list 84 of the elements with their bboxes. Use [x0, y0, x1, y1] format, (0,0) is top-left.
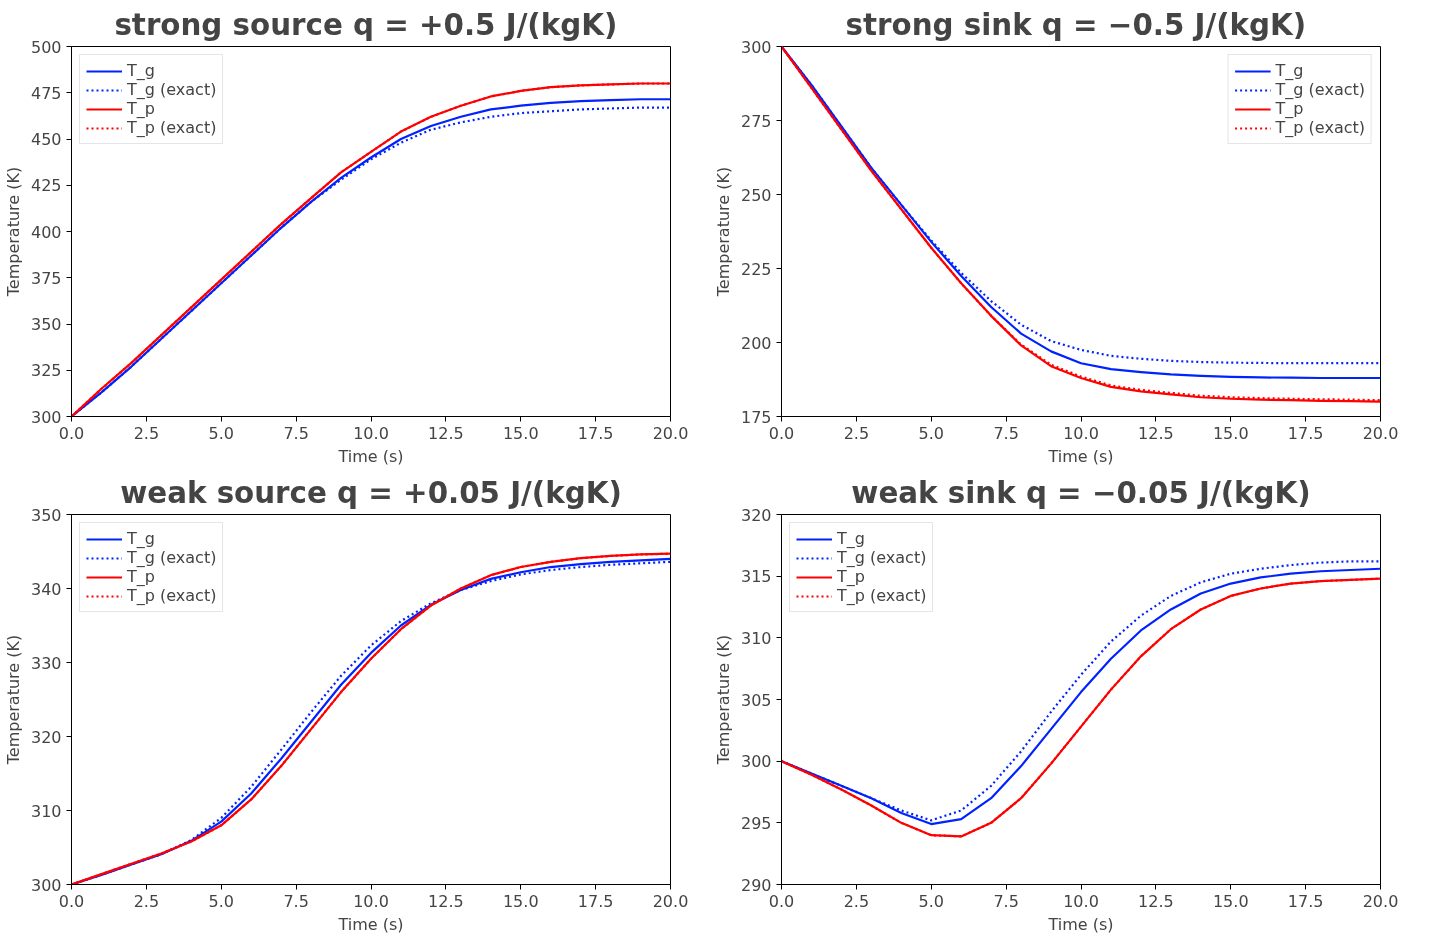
y-tick-label: 450	[30, 130, 62, 149]
x-tick-label: 15.0	[1212, 891, 1249, 911]
x-tick-label: 2.5	[843, 891, 870, 911]
x-tick-label: 20.0	[1362, 891, 1399, 911]
legend-label: T_g	[127, 61, 155, 80]
x-tick-label: 20.0	[652, 423, 689, 443]
legend-label: T_p	[837, 567, 865, 586]
x-tick-label: 2.5	[843, 423, 870, 443]
x-tick-label: 15.0	[502, 891, 539, 911]
x-tick-label: 12.5	[428, 423, 464, 443]
legend-label: T_g (exact)	[127, 548, 217, 567]
x-tick-label: 12.5	[1138, 423, 1174, 443]
y-tick-label: 225	[740, 259, 772, 279]
x-tick-label: 15.0	[502, 423, 539, 443]
x-tick-label: 12.5	[428, 891, 464, 911]
y-tick-label: 320	[30, 727, 62, 747]
legend-label: T_p	[127, 567, 155, 586]
y-tick-label: 300	[740, 752, 772, 772]
legend-label: T_g	[837, 529, 865, 548]
legend-label: T_p (exact)	[127, 586, 217, 605]
x-tick-label: 5.0	[918, 891, 944, 911]
y-tick-label: 305	[740, 690, 772, 710]
x-axis-title: Time (s)	[1047, 446, 1114, 466]
y-tick-label: 315	[740, 567, 772, 587]
y-tick-label: 350	[30, 315, 62, 334]
x-tick-label: 20.0	[1362, 423, 1399, 443]
x-tick-label: 10.0	[1063, 891, 1099, 911]
x-tick-label: 5.0	[208, 423, 234, 443]
legend-label: T_p (exact)	[1275, 118, 1365, 137]
x-tick-label: 7.5	[993, 891, 1019, 911]
x-tick-label: 7.5	[283, 891, 309, 911]
legend-label: T_g (exact)	[1275, 80, 1365, 99]
x-tick-label: 5.0	[918, 423, 944, 443]
y-tick-label: 325	[30, 361, 62, 381]
x-tick-label: 15.0	[1212, 423, 1249, 443]
y-axis-title: Temperature (K)	[713, 166, 733, 298]
y-tick-label: 375	[30, 268, 62, 288]
legend-label: T_g (exact)	[127, 80, 217, 99]
y-tick-label: 200	[740, 333, 772, 353]
y-tick-label: 300	[740, 37, 772, 57]
x-tick-label: 17.5	[1287, 423, 1324, 443]
y-tick-label: 250	[740, 185, 772, 205]
x-tick-label: 2.5	[133, 423, 160, 443]
x-tick-label: 10.0	[353, 423, 389, 443]
x-tick-label: 17.5	[577, 891, 614, 911]
y-tick-label: 500	[30, 37, 62, 57]
x-tick-label: 12.5	[1138, 891, 1174, 911]
y-tick-label: 310	[30, 801, 62, 821]
chart-title: strong source q = +0.5 J/(kgK)	[114, 7, 618, 42]
y-tick-label: 295	[740, 813, 772, 833]
x-axis-title: Time (s)	[337, 446, 404, 466]
x-tick-label: 17.5	[1287, 891, 1324, 911]
legend-label: T_g	[1275, 61, 1304, 80]
legend-label: T_p	[1275, 99, 1304, 118]
chart-title: strong sink q = −0.5 J/(kgK)	[845, 7, 1307, 42]
y-tick-label: 475	[30, 83, 62, 103]
x-tick-label: 5.0	[208, 891, 234, 911]
legend-label: T_p	[127, 99, 155, 118]
y-tick-label: 330	[30, 653, 62, 673]
y-tick-label: 425	[30, 176, 62, 196]
x-tick-label: 7.5	[283, 423, 309, 443]
y-tick-label: 400	[30, 222, 62, 242]
x-tick-label: 10.0	[1063, 423, 1099, 443]
y-axis-title: Temperature (K)	[713, 634, 733, 766]
chart-title: weak source q = +0.05 J/(kgK)	[120, 475, 622, 510]
chart-title: weak sink q = −0.05 J/(kgK)	[851, 475, 1311, 510]
x-tick-label: 10.0	[353, 891, 389, 911]
y-axis-title: Temperature (K)	[3, 166, 23, 298]
x-tick-label: 17.5	[577, 423, 614, 443]
x-tick-label: 7.5	[993, 423, 1019, 443]
y-tick-label: 350	[30, 505, 62, 525]
y-tick-label: 310	[740, 628, 772, 648]
y-tick-label: 320	[740, 505, 772, 525]
y-axis-title: Temperature (K)	[3, 634, 23, 766]
x-tick-label: 20.0	[652, 891, 689, 911]
legend-label: T_p (exact)	[127, 118, 217, 137]
x-tick-label: 2.5	[133, 891, 160, 911]
x-axis-title: Time (s)	[1047, 914, 1114, 934]
x-axis-title: Time (s)	[337, 914, 404, 934]
legend-label: T_g	[127, 529, 155, 548]
y-tick-label: 340	[30, 579, 62, 599]
legend-label: T_g (exact)	[837, 548, 927, 567]
legend-label: T_p (exact)	[837, 586, 927, 605]
y-tick-label: 275	[740, 111, 772, 131]
